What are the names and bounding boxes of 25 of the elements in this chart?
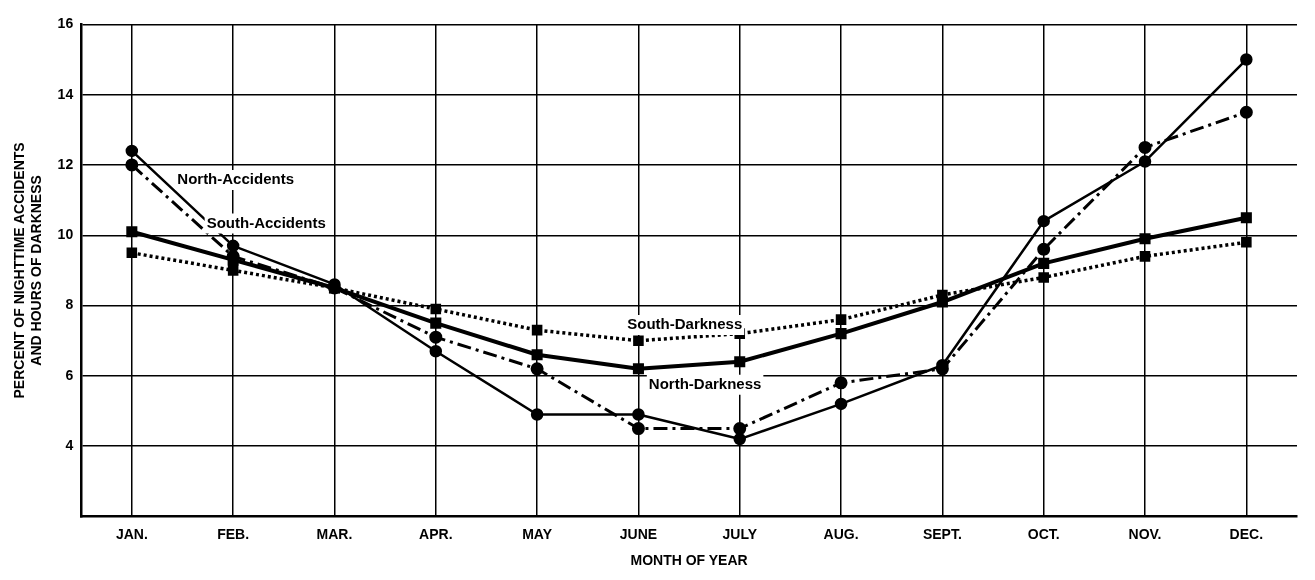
y-tick-label: 10 <box>57 226 74 243</box>
x-tick-label: DEC. <box>1229 525 1264 542</box>
x-tick-label: AUG. <box>823 525 859 542</box>
y-tick-label: 8 <box>65 296 74 313</box>
x-tick-label: APR. <box>419 525 453 542</box>
x-tick-label: MAY <box>522 525 553 542</box>
y-tick-label: 16 <box>57 15 74 32</box>
x-tick-label: NOV. <box>1128 525 1162 542</box>
x-tick-label: JUNE <box>619 525 658 542</box>
series-label: South-Darkness <box>627 315 743 333</box>
x-tick-label: JULY <box>722 525 758 542</box>
y-tick-label: 12 <box>57 155 74 172</box>
x-tick-label: OCT. <box>1027 525 1060 542</box>
y-tick-label: 14 <box>57 85 74 102</box>
series-label: South-Accidents <box>206 213 326 231</box>
y-axis-title: PERCENT OF NIGHTTIME ACCIDENTS AND HOURS OF DARKNESS <box>11 142 45 399</box>
series-label: North-Darkness <box>648 374 762 392</box>
x-tick-label: MAR. <box>316 525 353 542</box>
y-tick-label: 6 <box>65 366 74 383</box>
x-tick-label: FEB. <box>217 525 250 542</box>
x-axis-title: MONTH OF YEAR <box>630 552 748 569</box>
series-label: North-Accidents <box>177 170 294 188</box>
y-tick-label: 4 <box>65 436 74 453</box>
x-tick-label: JAN. <box>115 525 148 542</box>
x-tick-label: SEPT. <box>922 525 962 542</box>
